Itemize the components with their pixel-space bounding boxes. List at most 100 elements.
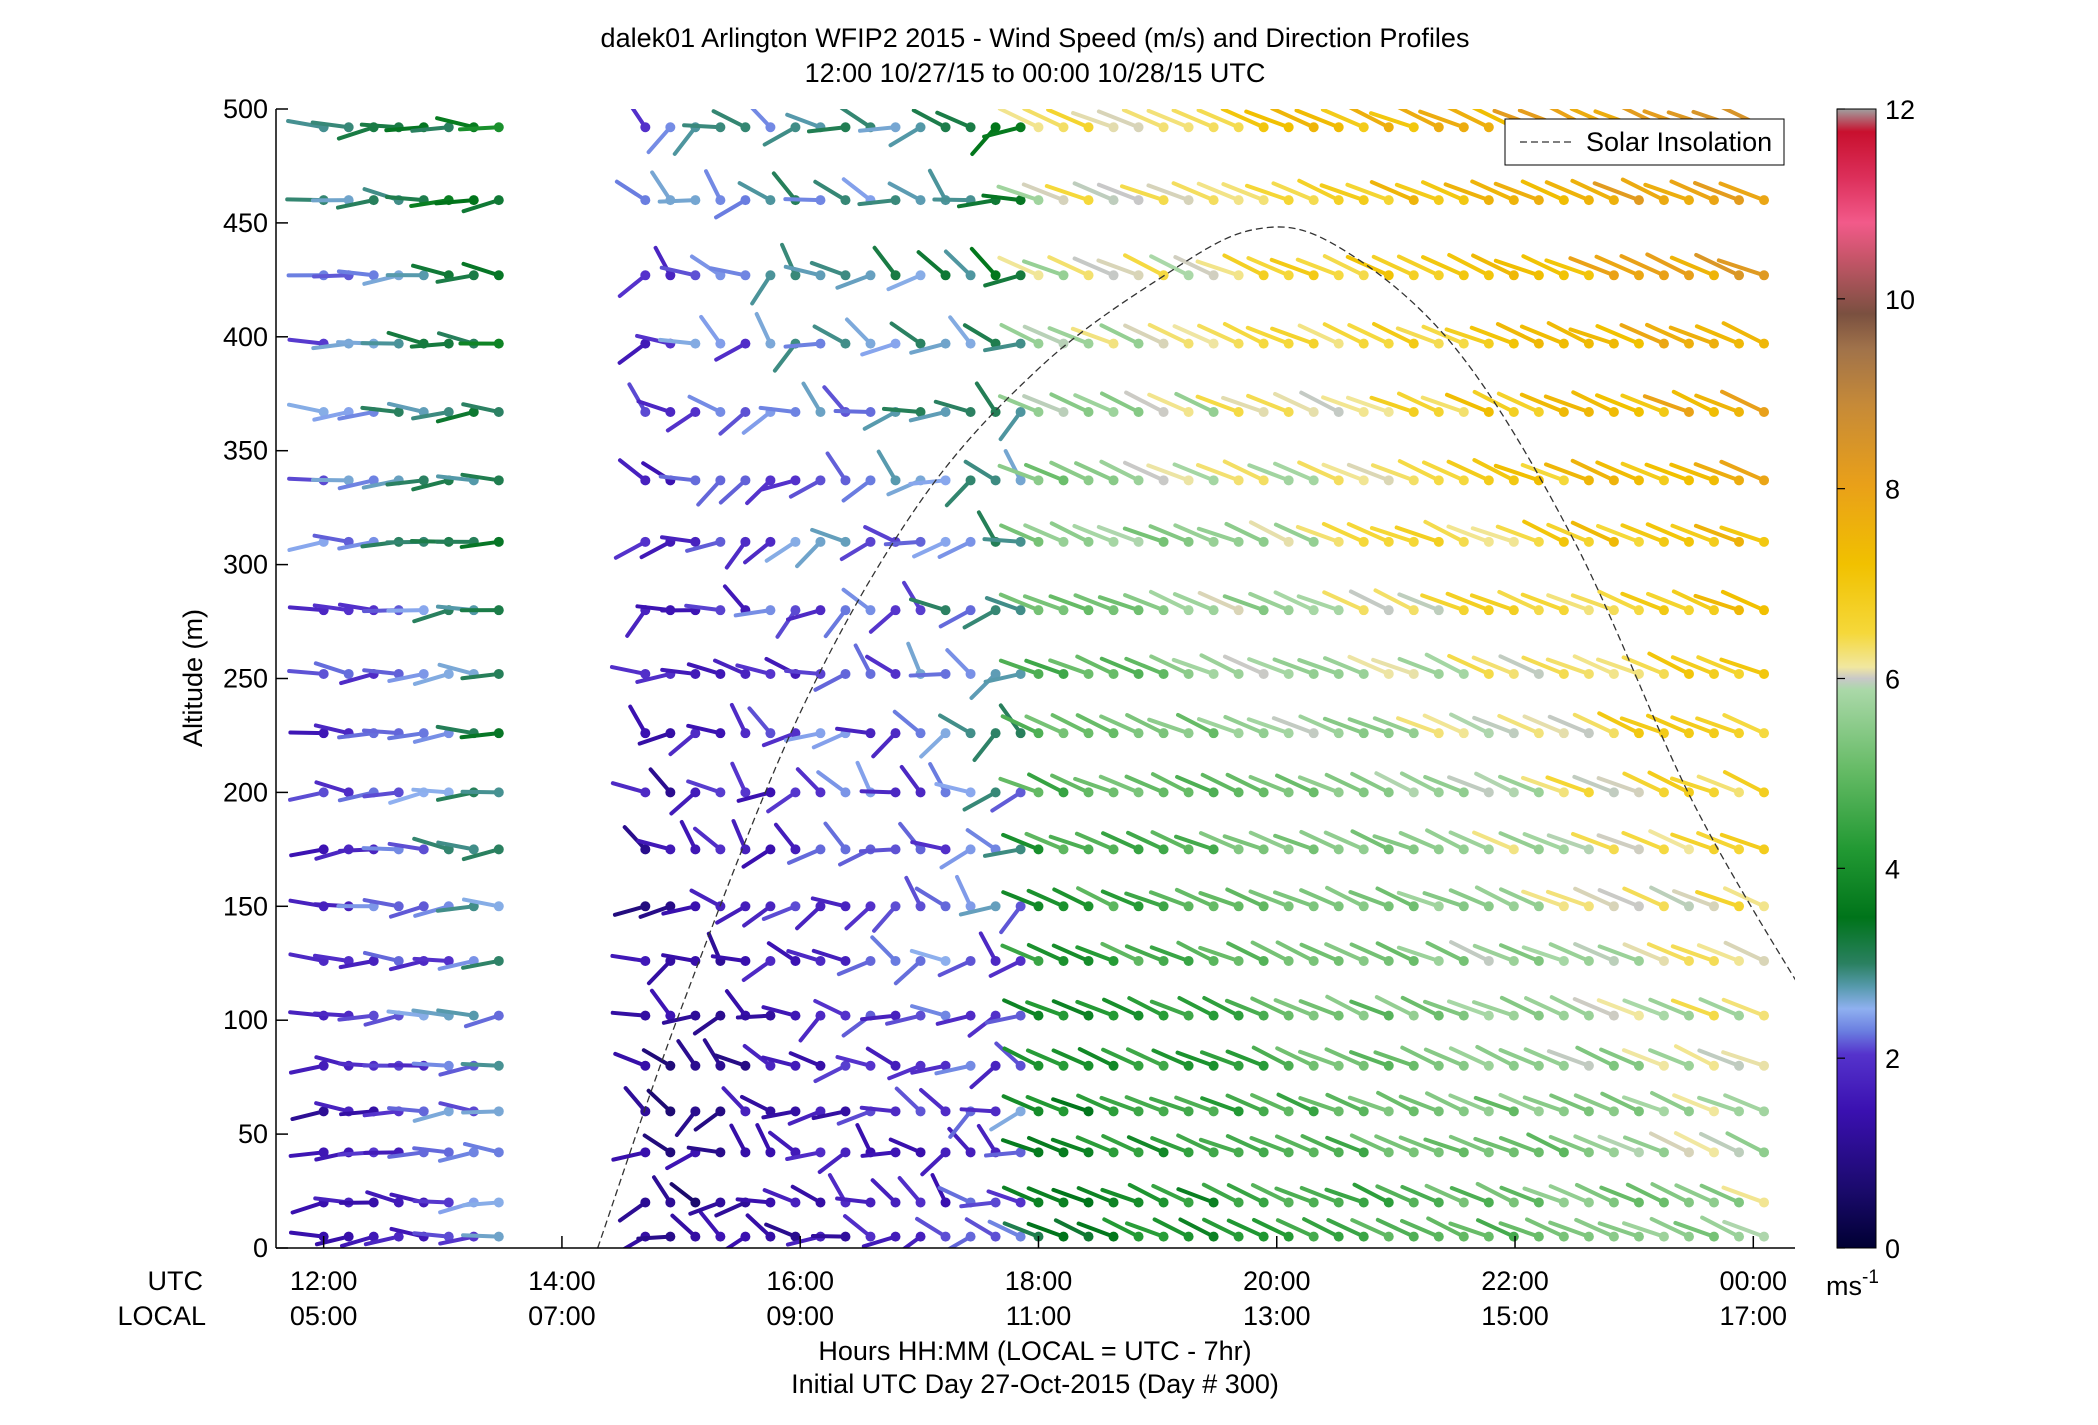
wind-barb-shaft bbox=[1275, 940, 1316, 963]
wind-barb-shaft bbox=[1321, 521, 1366, 544]
wind-barb-dot bbox=[715, 844, 726, 855]
wind-barb-shaft bbox=[1147, 392, 1191, 414]
wind-barb-dot bbox=[1133, 668, 1144, 679]
wind-barb-dot bbox=[1533, 406, 1544, 417]
wind-barb-shaft bbox=[915, 1216, 948, 1239]
wind-barb-dot bbox=[890, 955, 901, 966]
wind-barb-shaft bbox=[1597, 1134, 1641, 1155]
wind-barb-shaft bbox=[772, 341, 798, 373]
wind-barb-dot bbox=[840, 195, 851, 206]
wind-barb-dot bbox=[1015, 475, 1026, 486]
wind-barb-shaft bbox=[1721, 1050, 1767, 1068]
wind-barb-dot bbox=[1308, 1231, 1319, 1242]
wind-barb-shaft bbox=[610, 1010, 648, 1018]
wind-barb-shaft bbox=[1721, 321, 1767, 346]
x-tick-label-local: 15:00 bbox=[1481, 1301, 1549, 1331]
wind-barb-shaft bbox=[1521, 254, 1566, 278]
wind-barb-shaft bbox=[709, 266, 748, 278]
wind-barb-shaft bbox=[435, 409, 476, 424]
wind-barb-shaft bbox=[1595, 324, 1641, 346]
wind-barb-dot bbox=[493, 195, 504, 206]
wind-barb-dot bbox=[1458, 338, 1469, 349]
wind-barb-dot bbox=[690, 901, 701, 912]
wind-barb-shaft bbox=[361, 478, 401, 490]
wind-barb-shaft bbox=[1275, 1218, 1316, 1239]
wind-barb-dot bbox=[1358, 270, 1369, 281]
wind-barb-shaft bbox=[1174, 1095, 1216, 1114]
wind-barb-dot bbox=[1233, 844, 1244, 855]
wind-barb-shaft bbox=[932, 197, 973, 203]
wind-barb-shaft bbox=[785, 1150, 823, 1162]
wind-barb-dot bbox=[1133, 1147, 1144, 1158]
wind-barb-shaft bbox=[816, 770, 848, 795]
wind-barb-dot bbox=[940, 1147, 951, 1158]
wind-barb-shaft bbox=[461, 1109, 501, 1115]
wind-barb-shaft bbox=[868, 608, 898, 634]
wind-barb-dot bbox=[493, 1010, 504, 1021]
wind-barb-dot bbox=[1608, 605, 1619, 616]
wind-barb-dot bbox=[640, 122, 651, 133]
wind-barb-shaft bbox=[1526, 1132, 1566, 1155]
wind-barb-dot bbox=[418, 270, 429, 281]
wind-barb-dot bbox=[1483, 270, 1494, 281]
wind-barb-shaft bbox=[630, 109, 648, 130]
wind-barb-dot bbox=[965, 1010, 976, 1021]
wind-barb-shaft bbox=[1570, 593, 1616, 613]
wind-barb-shaft bbox=[1371, 657, 1416, 676]
wind-barb-dot bbox=[765, 955, 776, 966]
wind-barb-dot bbox=[1508, 406, 1519, 417]
wind-barb-shaft bbox=[976, 1123, 998, 1155]
wind-barb-dot bbox=[690, 787, 701, 798]
wind-barb-shaft bbox=[609, 665, 648, 676]
wind-barb-shaft bbox=[1225, 1134, 1266, 1155]
wind-barb-shaft bbox=[1445, 591, 1491, 613]
wind-barb-shaft bbox=[636, 399, 673, 414]
wind-barb-shaft bbox=[1199, 1050, 1241, 1068]
wind-barb-dot bbox=[1558, 536, 1569, 547]
wind-barb-shaft bbox=[1397, 391, 1441, 414]
wind-barb-shaft bbox=[735, 1197, 773, 1205]
wind-barb-dot bbox=[393, 955, 404, 966]
wind-barb-shaft bbox=[1596, 776, 1641, 795]
wind-barb-shaft bbox=[855, 760, 873, 795]
wind-barb-shaft bbox=[1001, 1185, 1041, 1205]
wind-barb-shaft bbox=[314, 780, 351, 795]
wind-barb-dot bbox=[1759, 1010, 1770, 1021]
wind-barb-dot bbox=[765, 338, 776, 349]
wind-barb-dot bbox=[1033, 844, 1044, 855]
wind-barb-dot bbox=[640, 1197, 651, 1208]
wind-barb-dot bbox=[1583, 1060, 1594, 1071]
wind-barb-dot bbox=[740, 844, 751, 855]
wind-barb-shaft bbox=[1449, 712, 1491, 736]
wind-barb-dot bbox=[368, 1010, 379, 1021]
wind-barb-shaft bbox=[686, 1145, 723, 1155]
wind-barb-dot bbox=[1383, 195, 1394, 206]
utc-row-label: UTC bbox=[148, 1266, 204, 1296]
wind-barb-shaft bbox=[724, 1234, 748, 1248]
local-row-label: LOCAL bbox=[117, 1301, 206, 1331]
wind-barb-shaft bbox=[1273, 522, 1316, 544]
wind-barb-shaft bbox=[1348, 109, 1391, 130]
wind-barb-dot bbox=[1208, 668, 1219, 679]
wind-barb-shaft bbox=[1545, 657, 1591, 676]
wind-barb-dot bbox=[1308, 338, 1319, 349]
wind-barb-shaft bbox=[1325, 994, 1366, 1018]
wind-barb-shaft bbox=[742, 1043, 773, 1068]
wind-barb-shaft bbox=[388, 958, 426, 972]
wind-barb-dot bbox=[1183, 536, 1194, 547]
wind-barb-dot bbox=[1383, 1147, 1394, 1158]
wind-barb-shaft bbox=[1522, 832, 1566, 852]
wind-barb-shaft bbox=[337, 1013, 376, 1022]
wind-barb-shaft bbox=[715, 904, 748, 925]
wind-barb-dot bbox=[1258, 1147, 1269, 1158]
wind-barb-dot bbox=[815, 728, 826, 739]
wind-barb-shaft bbox=[1369, 180, 1416, 203]
wind-barb-dot bbox=[715, 1147, 726, 1158]
wind-barb-shaft bbox=[963, 459, 998, 483]
wind-barb-dot bbox=[1133, 1010, 1144, 1021]
wind-barb-dot bbox=[790, 1106, 801, 1117]
wind-barb-dot bbox=[1015, 844, 1026, 855]
wind-barb-shaft bbox=[385, 478, 426, 487]
wind-barb-dot bbox=[640, 955, 651, 966]
wind-barb-shaft bbox=[699, 314, 723, 346]
